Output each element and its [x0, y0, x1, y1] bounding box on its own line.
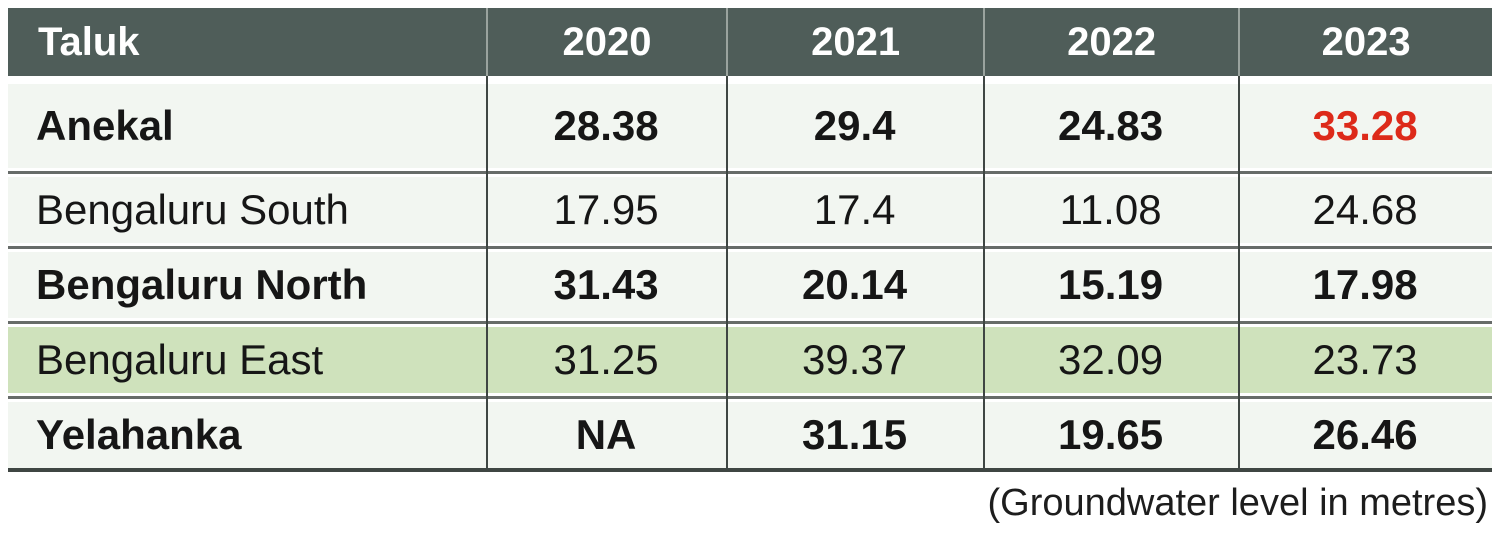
cell-value: 26.46 — [1312, 411, 1418, 458]
cell-value: 24.83 — [1058, 102, 1164, 149]
cell-value: NA — [575, 411, 637, 458]
table-body: Anekal 28.38 29.4 24.83 33.28 Bengaluru … — [8, 76, 1492, 472]
cell-value: 15.19 — [1058, 261, 1164, 308]
column-divider — [1238, 76, 1241, 472]
cell-value-highlighted: 33.28 — [1312, 102, 1418, 149]
cell-value: 31.15 — [802, 411, 908, 458]
table-row-bengaluru-east: Bengaluru East 31.25 39.37 32.09 23.73 — [8, 327, 1492, 393]
column-divider — [485, 76, 488, 472]
cell-taluk-name: Yelahanka — [36, 411, 242, 458]
cell-value: 31.43 — [553, 261, 659, 308]
cell-value: 31.25 — [553, 336, 659, 383]
table-header-row: Taluk 2020 2021 2022 2023 — [8, 8, 1492, 76]
column-divider — [982, 76, 985, 472]
table-bottom-border — [8, 468, 1492, 472]
header-cell-2023: 2023 — [1238, 8, 1492, 76]
header-cell-2020: 2020 — [485, 8, 726, 76]
cell-value: 17.95 — [553, 186, 659, 233]
header-cell-2022: 2022 — [982, 8, 1238, 76]
cell-value: 28.38 — [553, 102, 659, 149]
cell-value: 23.73 — [1312, 336, 1418, 383]
groundwater-table-figure: Taluk 2020 2021 2022 2023 Anekal 28.38 2… — [8, 8, 1492, 525]
header-cell-2021: 2021 — [726, 8, 983, 76]
cell-taluk-name: Bengaluru South — [36, 186, 349, 233]
table-row-bengaluru-south: Bengaluru South 17.95 17.4 11.08 24.68 — [8, 177, 1492, 243]
cell-taluk-name: Anekal — [36, 102, 174, 149]
row-separator — [8, 243, 1492, 252]
cell-value: 29.4 — [813, 102, 896, 149]
cell-value: 24.68 — [1312, 186, 1418, 233]
cell-taluk-name: Bengaluru North — [36, 261, 368, 308]
cell-value: 39.37 — [802, 336, 908, 383]
cell-value: 17.4 — [813, 186, 896, 233]
table-row-bengaluru-north: Bengaluru North 31.43 20.14 15.19 17.98 — [8, 252, 1492, 318]
cell-value: 20.14 — [802, 261, 908, 308]
units-footnote: (Groundwater level in metres) — [987, 482, 1488, 524]
cell-value: 32.09 — [1058, 336, 1164, 383]
row-separator — [8, 168, 1492, 177]
header-cell-taluk: Taluk — [38, 20, 140, 64]
cell-value: 11.08 — [1059, 186, 1162, 233]
cell-value: 17.98 — [1312, 261, 1418, 308]
table-row-yelahanka: Yelahanka NA 31.15 19.65 26.46 — [8, 402, 1492, 468]
row-separator — [8, 393, 1492, 402]
column-divider — [726, 76, 729, 472]
cell-value: 19.65 — [1058, 411, 1164, 458]
cell-taluk-name: Bengaluru East — [36, 336, 324, 383]
row-separator — [8, 318, 1492, 327]
table-row-anekal: Anekal 28.38 29.4 24.83 33.28 — [8, 84, 1492, 168]
